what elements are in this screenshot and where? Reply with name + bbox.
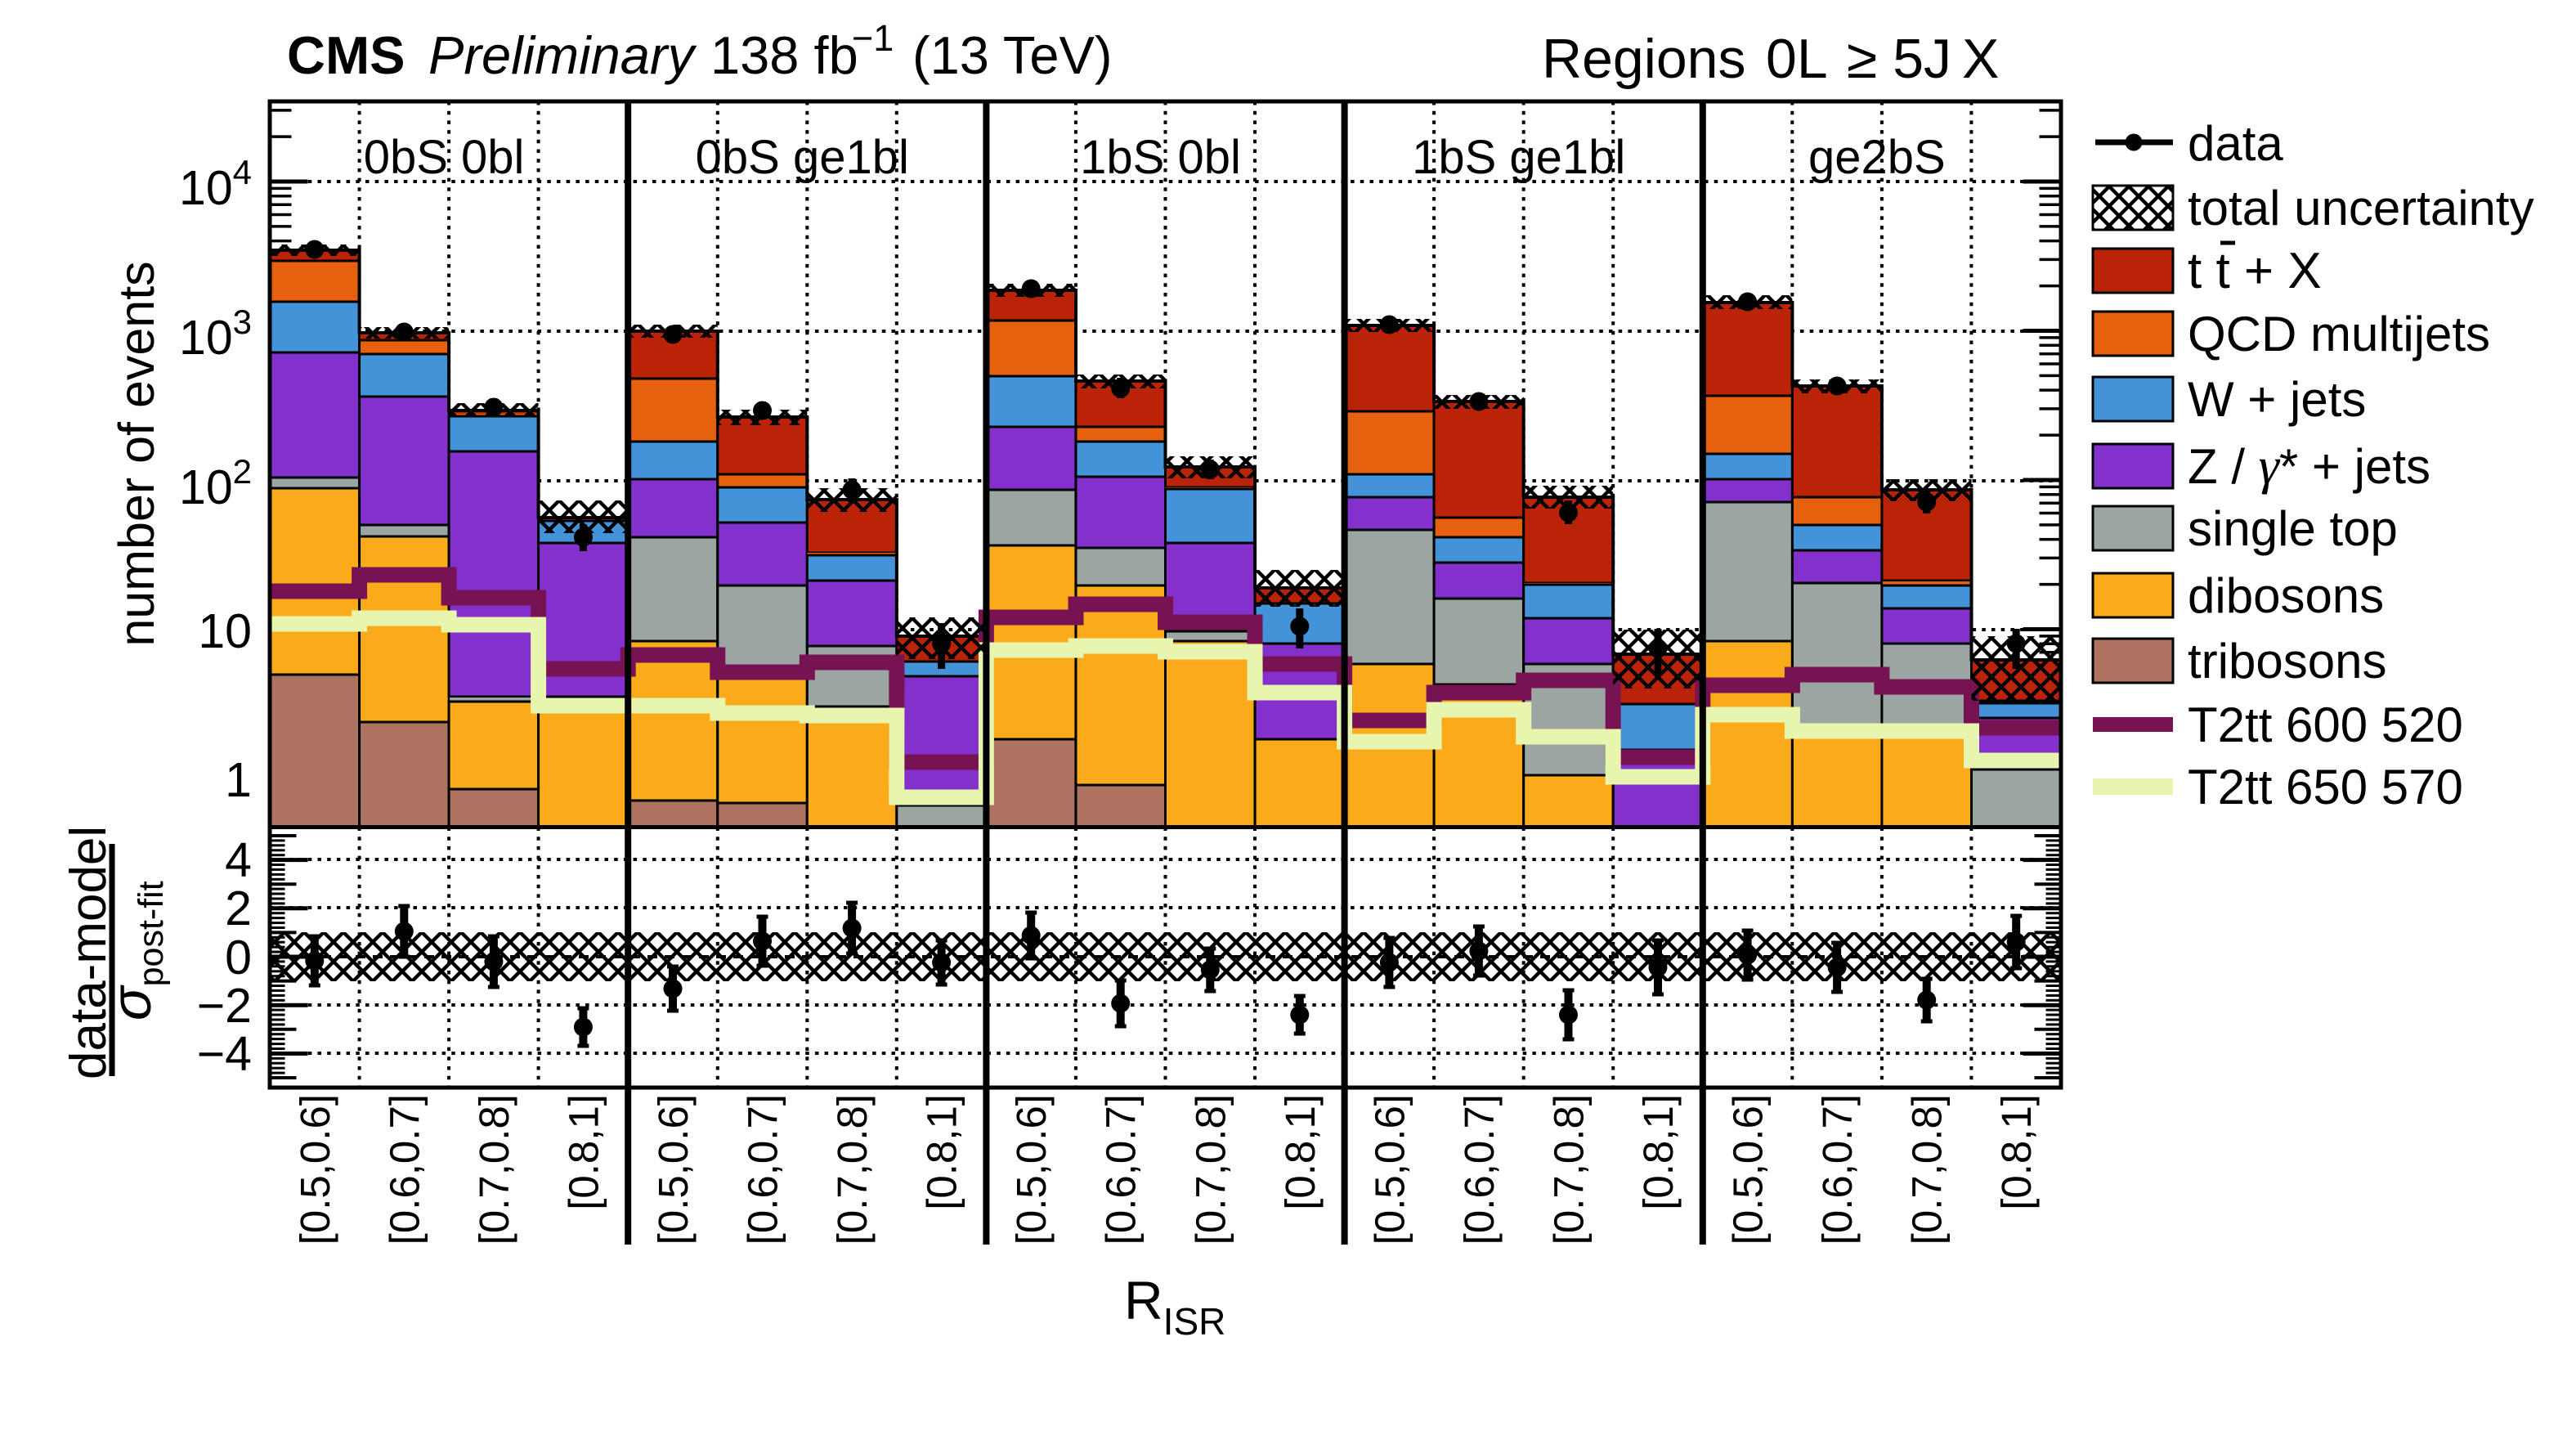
svg-text:σpost-fit: σpost-fit xyxy=(100,881,171,1021)
svg-text:[0.5,0.6]: [0.5,0.6] xyxy=(292,1094,338,1245)
svg-text:0L: 0L xyxy=(1766,28,1828,90)
svg-text:2: 2 xyxy=(225,882,252,935)
svg-text:138 fb: 138 fb xyxy=(710,25,858,85)
svg-text:[0.5,0.6]: [0.5,0.6] xyxy=(650,1094,697,1245)
svg-text:ge2bS: ge2bS xyxy=(1808,131,1946,184)
svg-text:[0.7,0.8]: [0.7,0.8] xyxy=(1904,1094,1951,1245)
svg-text:Preliminary: Preliminary xyxy=(428,25,697,85)
svg-text:[0.5,0.6]: [0.5,0.6] xyxy=(1725,1094,1772,1245)
svg-text:W + jets: W + jets xyxy=(2188,372,2366,427)
svg-text:[0.7,0.8]: [0.7,0.8] xyxy=(1546,1094,1593,1245)
svg-text:[0.7,0.8]: [0.7,0.8] xyxy=(1187,1094,1234,1245)
svg-text:Z / γ* + jets: Z / γ* + jets xyxy=(2188,437,2430,495)
svg-text:T2tt 600 520: T2tt 600 520 xyxy=(2188,698,2463,752)
svg-text:1bS 0bl: 1bS 0bl xyxy=(1080,131,1241,184)
svg-text:−1: −1 xyxy=(852,17,894,59)
svg-text:T2tt 650 570: T2tt 650 570 xyxy=(2188,760,2463,814)
svg-text:data-model: data-model xyxy=(60,826,117,1079)
svg-text:[0.6,0.7]: [0.6,0.7] xyxy=(381,1094,428,1245)
svg-text:t t + X: t t + X xyxy=(2188,243,2322,299)
svg-text:0bS 0bl: 0bS 0bl xyxy=(364,131,525,184)
svg-text:4: 4 xyxy=(225,833,252,887)
svg-text:(13 TeV): (13 TeV) xyxy=(912,25,1112,85)
svg-text:0: 0 xyxy=(225,931,252,985)
svg-text:single top: single top xyxy=(2188,501,2398,556)
svg-text:[0.8,1]: [0.8,1] xyxy=(560,1094,607,1210)
svg-text:[0.7,0.8]: [0.7,0.8] xyxy=(829,1094,876,1245)
svg-text:[0.8,1]: [0.8,1] xyxy=(1635,1094,1682,1210)
svg-text:−2: −2 xyxy=(197,979,252,1033)
svg-text:[0.7,0.8]: [0.7,0.8] xyxy=(471,1094,517,1245)
svg-text:Regions: Regions xyxy=(1542,28,1746,90)
svg-text:−4: −4 xyxy=(197,1027,252,1081)
svg-text:dibosons: dibosons xyxy=(2188,568,2384,623)
svg-text:X: X xyxy=(1962,28,1999,90)
svg-text:[0.5,0.6]: [0.5,0.6] xyxy=(1008,1094,1055,1245)
svg-text:≥ 5J: ≥ 5J xyxy=(1847,28,1951,90)
svg-text:[0.6,0.7]: [0.6,0.7] xyxy=(740,1094,786,1245)
svg-text:10: 10 xyxy=(198,604,252,658)
svg-text:CMS: CMS xyxy=(287,25,405,85)
svg-text:[0.6,0.7]: [0.6,0.7] xyxy=(1098,1094,1145,1245)
svg-text:[0.8,1]: [0.8,1] xyxy=(919,1094,965,1210)
svg-text:[0.5,0.6]: [0.5,0.6] xyxy=(1366,1094,1413,1245)
svg-text:[0.6,0.7]: [0.6,0.7] xyxy=(1456,1094,1503,1245)
svg-text:1bS ge1bl: 1bS ge1bl xyxy=(1412,131,1625,184)
svg-text:QCD multijets: QCD multijets xyxy=(2188,307,2490,361)
svg-text:number of events: number of events xyxy=(109,261,164,646)
svg-text:total uncertainty: total uncertainty xyxy=(2188,181,2534,236)
svg-text:[0.8,1]: [0.8,1] xyxy=(1277,1094,1324,1210)
svg-text:[0.6,0.7]: [0.6,0.7] xyxy=(1814,1094,1861,1245)
svg-text:[0.8,1]: [0.8,1] xyxy=(1993,1094,2040,1210)
svg-text:1: 1 xyxy=(225,753,252,807)
svg-text:0bS ge1bl: 0bS ge1bl xyxy=(696,131,909,184)
svg-text:tribosons: tribosons xyxy=(2188,634,2386,689)
svg-text:data: data xyxy=(2188,116,2283,171)
